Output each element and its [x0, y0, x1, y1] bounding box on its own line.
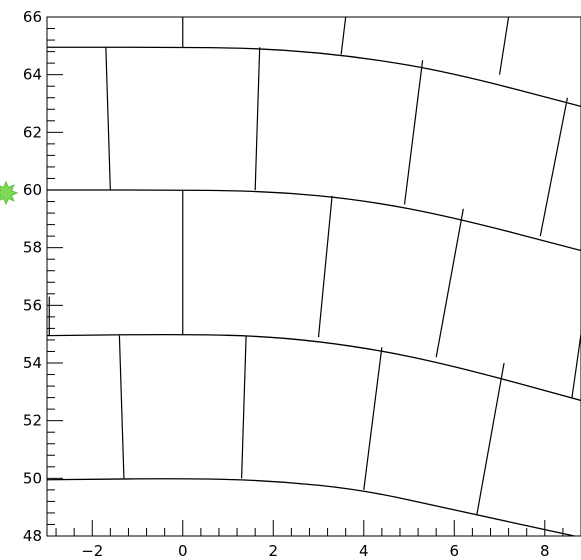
cell-boundary-5	[317, 195, 333, 338]
x-tick-label: 6	[450, 542, 460, 560]
cell-boundary-13	[340, 17, 347, 55]
latitude-curve-50	[47, 478, 578, 536]
x-tick-label: −2	[81, 542, 103, 560]
latitude-curve-55	[47, 333, 581, 402]
cell-boundary-7	[571, 334, 581, 398]
y-tick-label: 58	[23, 239, 42, 257]
y-tick-label: 52	[23, 412, 42, 430]
y-tick-label: 48	[23, 527, 42, 545]
y-tick-label: 50	[23, 469, 42, 487]
cell-boundary-1	[240, 335, 247, 479]
y-tick-label: 56	[23, 296, 42, 314]
axis-tick-labels: −2 0 2 4 6 8 48 50 52 54 56 58 60 62 64 66	[23, 8, 550, 560]
cell-boundary-11	[539, 97, 569, 237]
axis-ticks	[47, 16, 581, 537]
cell-boundary-2	[363, 347, 383, 490]
green-marker	[0, 180, 19, 206]
cell-boundary-10	[403, 60, 424, 205]
y-tick-label: 64	[23, 66, 42, 84]
plot-frame	[46, 16, 581, 537]
cell-boundary-8	[105, 47, 111, 191]
latitude-curve-65	[47, 46, 581, 108]
marker-layer	[0, 180, 19, 206]
latitude-curve-60	[47, 189, 581, 252]
y-tick-label: 62	[23, 123, 42, 141]
y-tick-label: 66	[23, 8, 42, 26]
cell-boundary-9	[254, 47, 261, 191]
cell-boundary-14	[498, 17, 510, 75]
cell-boundary-0	[118, 335, 125, 479]
x-tick-label: 4	[359, 542, 369, 560]
x-tick-label: 0	[178, 542, 188, 560]
x-tick-label: 2	[268, 542, 278, 560]
x-tick-label: 8	[540, 542, 550, 560]
y-tick-label: 60	[23, 181, 42, 199]
cell-boundary-3	[476, 362, 505, 515]
y-tick-label: 54	[23, 354, 42, 372]
cell-boundary-6	[435, 208, 464, 358]
grid-layer	[47, 17, 581, 536]
